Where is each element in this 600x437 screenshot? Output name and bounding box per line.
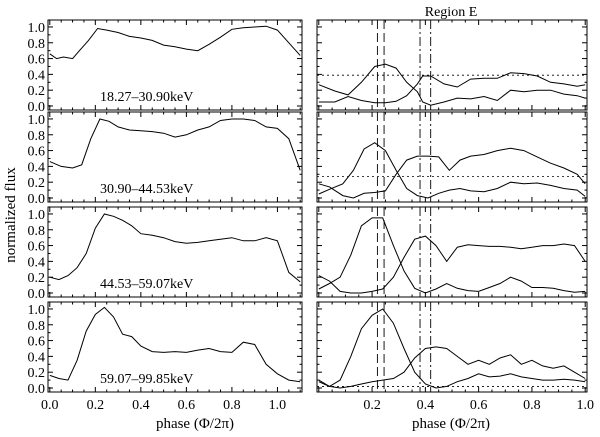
panel-1-left: 0.00.20.40.60.81.0 18.27–30.90keV [28, 19, 303, 115]
y-tick-label: 0.8 [28, 129, 46, 144]
panel-1-right [316, 19, 588, 111]
series-line-1 [49, 118, 301, 171]
x-tick-label: 0.2 [87, 398, 105, 413]
panel-frame [316, 206, 588, 298]
energy-band-label: 18.27–30.90keV [100, 90, 193, 105]
x-axis-title-left: phase (Φ/2π) [156, 416, 234, 432]
series-line-1 [49, 25, 301, 60]
series-line-1 [318, 308, 586, 389]
series-line-1 [49, 213, 301, 283]
y-tick-label: 0.0 [28, 287, 46, 302]
y-tick-label: 0.4 [28, 160, 46, 175]
x-tick-label: 0.8 [223, 398, 241, 413]
y-tick-label: 0.4 [28, 68, 46, 83]
energy-band-label: 30.90–44.53keV [100, 182, 193, 197]
panel-frame [316, 19, 588, 111]
y-tick-label: 1.0 [28, 113, 46, 128]
x-tick-label: 0.8 [523, 398, 541, 413]
panel-4-left: 0.00.20.40.60.81.00.0 0.2 0.4 0.6 0.8 1.059.0… [28, 301, 303, 413]
series-line-1 [318, 63, 586, 106]
x-tick-label: 0.6 [178, 398, 196, 413]
y-tick-label: 0.6 [28, 53, 46, 68]
series-line-2 [318, 235, 586, 294]
x-tick-label: 0.4 [417, 398, 435, 413]
y-tick-label: 0.2 [28, 271, 46, 286]
y-tick-label: 0.4 [28, 255, 46, 270]
series-line-2 [318, 147, 586, 199]
series-line-2 [318, 72, 586, 104]
x-tick-label: 0.0 [41, 398, 59, 413]
panel-2-right [316, 111, 588, 203]
panel-3-right [316, 206, 588, 298]
x-axis-title-right: phase (Φ/2π) [412, 416, 490, 432]
y-tick-label: 0.2 [28, 176, 46, 191]
region-title: Region E [425, 5, 478, 20]
y-tick-label: 0.4 [28, 350, 46, 365]
y-tick-label: 1.0 [28, 21, 46, 36]
series-line-1 [318, 142, 586, 199]
series-line-1 [49, 306, 301, 383]
y-tick-label: 0.0 [28, 100, 46, 115]
panel-4-right: 0.2 0.4 0.6 0.8 1.0 [316, 301, 594, 413]
y-tick-label: 1.0 [28, 208, 46, 223]
x-tick-label: 1.0 [269, 398, 287, 413]
series-line-1 [318, 217, 586, 294]
energy-band-label: 59.07–99.85keV [100, 372, 193, 387]
x-tick-label: 0.6 [470, 398, 488, 413]
y-tick-label: 0.6 [28, 335, 46, 350]
x-tick-label: 0.2 [363, 398, 381, 413]
energy-band-label: 44.53–59.07keV [100, 277, 193, 292]
y-axis-title: normalized flux [3, 167, 19, 263]
panel-frame [316, 301, 588, 393]
y-tick-label: 0.6 [28, 240, 46, 255]
panel-2-left: 0.00.20.40.60.81.0 30.90–44.53keV [28, 111, 303, 207]
panel-3-left: 0.00.20.40.60.81.0 44.53–59.07keV [28, 206, 303, 302]
y-tick-label: 0.0 [28, 192, 46, 207]
y-tick-label: 0.2 [28, 366, 46, 381]
y-tick-label: 0.2 [28, 84, 46, 99]
y-tick-label: 0.8 [28, 37, 46, 52]
x-tick-label: 0.4 [132, 398, 150, 413]
x-tick-label: 1.0 [576, 398, 594, 413]
y-tick-label: 1.0 [28, 303, 46, 318]
y-tick-label: 0.8 [28, 224, 46, 239]
panel-frame [316, 111, 588, 203]
y-tick-label: 0.0 [28, 382, 46, 397]
series-line-2 [318, 346, 586, 389]
y-tick-label: 0.6 [28, 145, 46, 160]
y-tick-label: 0.8 [28, 319, 46, 334]
